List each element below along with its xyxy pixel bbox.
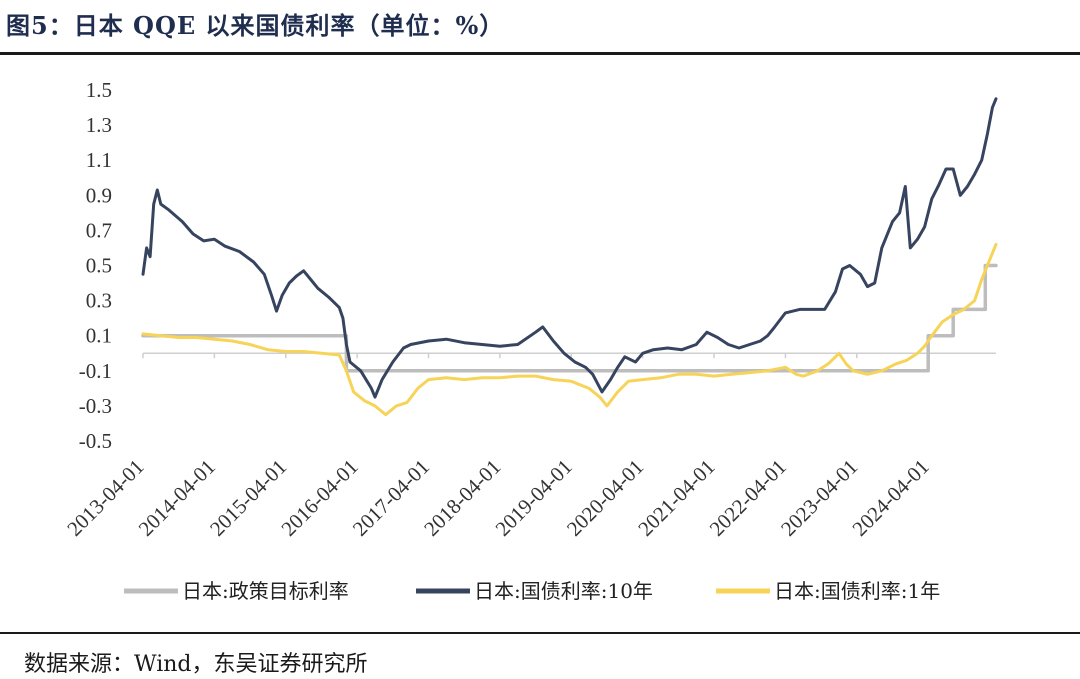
y-tick-label: 0.1	[86, 324, 112, 348]
x-tick-label: 2023-04-01	[776, 455, 862, 541]
bottom-divider	[0, 632, 1080, 634]
x-tick-label: 2013-04-01	[62, 455, 148, 541]
y-tick-label: 0.3	[86, 289, 112, 313]
series-line-1	[141, 263, 998, 373]
y-axis-ticks: 1.5 1.3 1.1 0.9 0.7 0.5 0.3 0.1 -0.1 -0.3 -0.5	[79, 78, 112, 453]
y-tick-label: 1.3	[86, 113, 112, 137]
y-tick-label: 0.7	[86, 218, 112, 242]
x-axis-ticks: 2013-04-012014-04-012015-04-012016-04-01…	[62, 353, 934, 541]
x-tick-label: 2017-04-01	[348, 455, 434, 541]
y-tick-label: -0.1	[79, 359, 112, 383]
x-tick-label: 2022-04-01	[705, 455, 791, 541]
top-divider	[0, 52, 1080, 55]
y-tick-label: 0.9	[86, 183, 112, 207]
y-tick-label: 1.1	[86, 148, 112, 172]
series-line-2	[141, 97, 998, 399]
y-tick-label: 1.5	[86, 78, 112, 102]
x-tick-label: 2019-04-01	[491, 455, 577, 541]
x-tick-label: 2020-04-01	[562, 455, 648, 541]
series-line-3	[141, 242, 998, 417]
chart-title: 图5：日本 QQE 以来国债利率（单位：%）	[6, 11, 505, 40]
y-tick-label: 0.5	[86, 254, 112, 278]
legend-label: 日本:政策目标利率	[182, 579, 349, 603]
x-tick-label: 2015-04-01	[205, 455, 291, 541]
x-tick-label: 2018-04-01	[419, 455, 505, 541]
legend-label: 日本:国债利率:10年	[474, 579, 653, 603]
legend: 日本:政策目标利率 日本:国债利率:10年 日本:国债利率:1年	[124, 579, 940, 603]
chart-area: 1.5 1.3 1.1 0.9 0.7 0.5 0.3 0.1 -0.1 -0.3 -0.5 201…	[62, 78, 998, 603]
data-source-note: 数据来源：Wind，东吴证券研究所	[24, 652, 368, 677]
x-tick-label: 2024-04-01	[847, 455, 933, 541]
x-tick-label: 2016-04-01	[276, 455, 362, 541]
x-tick-label: 2021-04-01	[633, 455, 719, 541]
x-tick-label: 2014-04-01	[134, 455, 220, 541]
legend-label: 日本:国债利率:1年	[774, 579, 940, 603]
y-tick-label: -0.3	[79, 394, 112, 418]
y-tick-label: -0.5	[79, 429, 112, 453]
series-lines	[141, 97, 998, 417]
